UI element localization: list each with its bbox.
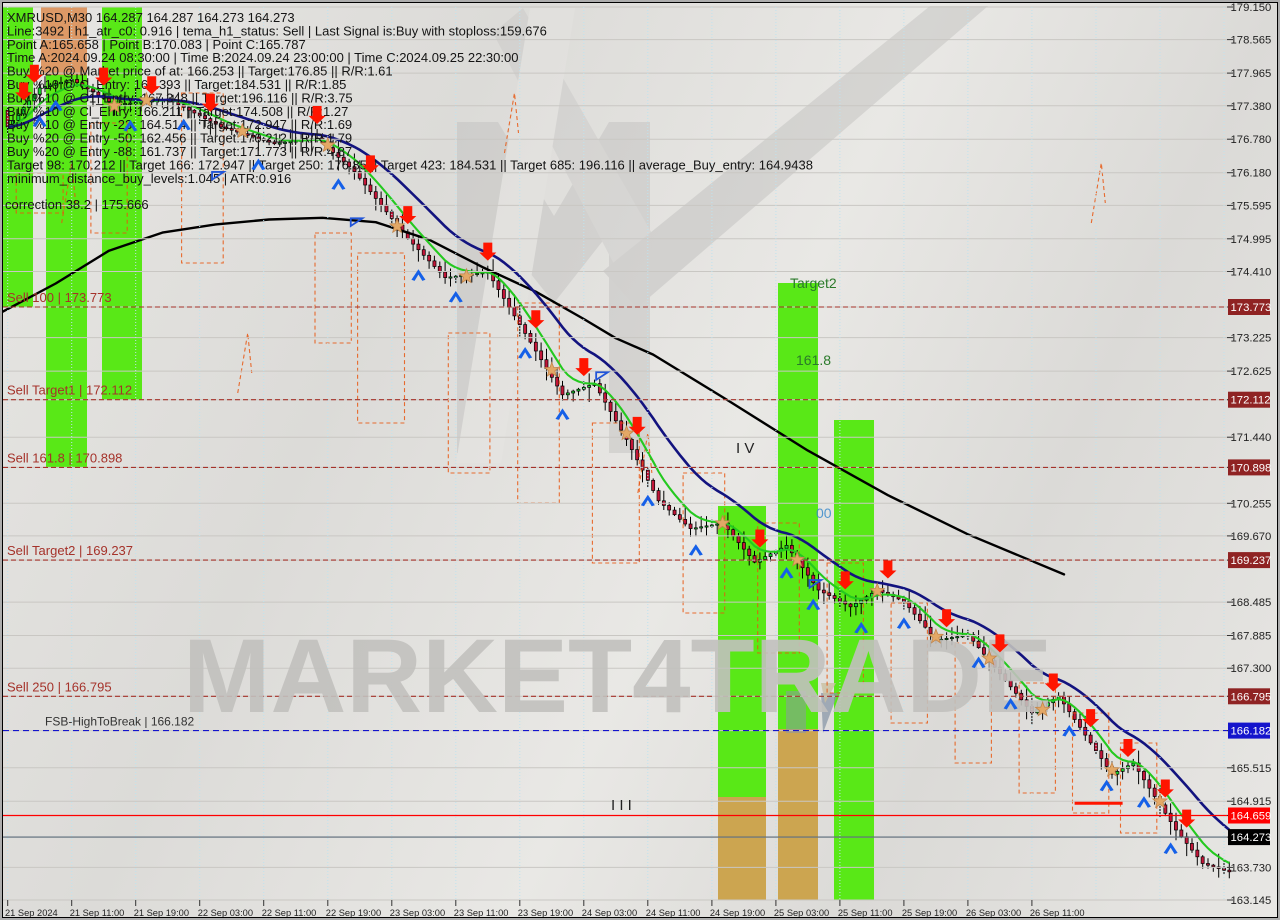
svg-text:174.995: 174.995	[1231, 234, 1272, 246]
svg-text:170.898: 170.898	[1231, 462, 1272, 474]
svg-text:173.225: 173.225	[1231, 333, 1272, 345]
svg-text:Sell Target1 | 172.112: Sell Target1 | 172.112	[7, 383, 132, 398]
svg-text:164.915: 164.915	[1231, 796, 1272, 808]
svg-text:correction 38.2 | 175.666: correction 38.2 | 175.666	[5, 197, 149, 212]
svg-text:22 Sep 11:00: 22 Sep 11:00	[262, 908, 317, 918]
svg-text:I I I: I I I	[611, 797, 632, 814]
svg-text:25 Sep 11:00: 25 Sep 11:00	[838, 908, 893, 918]
svg-text:169.670: 169.670	[1231, 531, 1272, 543]
svg-text:24 Sep 03:00: 24 Sep 03:00	[582, 908, 637, 918]
svg-text:21 Sep 2024: 21 Sep 2024	[5, 908, 58, 918]
svg-text:171.440: 171.440	[1231, 432, 1272, 444]
svg-text:170.255: 170.255	[1231, 498, 1272, 510]
svg-text:174.410: 174.410	[1231, 267, 1272, 279]
svg-text:166.795: 166.795	[1231, 691, 1272, 703]
svg-text:177.380: 177.380	[1231, 101, 1272, 113]
svg-text:22 Sep 19:00: 22 Sep 19:00	[326, 908, 381, 918]
svg-text:176.780: 176.780	[1231, 134, 1272, 146]
svg-text:24 Sep 19:00: 24 Sep 19:00	[710, 908, 765, 918]
svg-text:161.8: 161.8	[796, 352, 831, 368]
svg-text:23 Sep 11:00: 23 Sep 11:00	[454, 908, 509, 918]
svg-text:00: 00	[816, 505, 832, 521]
svg-text:22 Sep 03:00: 22 Sep 03:00	[198, 908, 253, 918]
svg-text:Target2: Target2	[790, 275, 837, 291]
svg-text:23 Sep 03:00: 23 Sep 03:00	[390, 908, 445, 918]
svg-text:21 Sep 11:00: 21 Sep 11:00	[70, 908, 125, 918]
svg-text:Sell 250 | 166.795: Sell 250 | 166.795	[7, 679, 112, 694]
svg-text:163.730: 163.730	[1231, 862, 1272, 874]
svg-text:165.515: 165.515	[1231, 763, 1272, 775]
svg-text:163.145: 163.145	[1231, 895, 1272, 907]
svg-text:24 Sep 11:00: 24 Sep 11:00	[646, 908, 701, 918]
svg-text:Sell 161.8 | 170.898: Sell 161.8 | 170.898	[7, 450, 122, 465]
svg-text:172.625: 172.625	[1231, 366, 1272, 378]
svg-text:164.659: 164.659	[1231, 811, 1272, 823]
svg-text:172.112: 172.112	[1231, 395, 1271, 407]
svg-text:FSB-HighToBreak | 166.182: FSB-HighToBreak | 166.182	[45, 715, 195, 729]
svg-text:Sell Target2 | 169.237: Sell Target2 | 169.237	[7, 543, 133, 558]
svg-text:Sell 100 | 173.773: Sell 100 | 173.773	[7, 290, 112, 305]
svg-text:178.565: 178.565	[1231, 35, 1272, 47]
svg-text:25 Sep 03:00: 25 Sep 03:00	[774, 908, 829, 918]
svg-text:164.273: 164.273	[1231, 832, 1272, 844]
svg-text:176.180: 176.180	[1231, 168, 1272, 180]
svg-text:25 Sep 19:00: 25 Sep 19:00	[902, 908, 957, 918]
svg-text:167.300: 167.300	[1231, 663, 1272, 675]
svg-text:169.237: 169.237	[1231, 555, 1272, 567]
svg-text:21 Sep 19:00: 21 Sep 19:00	[134, 908, 189, 918]
svg-text:166.182: 166.182	[1231, 726, 1272, 738]
svg-text:177.965: 177.965	[1231, 68, 1272, 80]
svg-text:26 Sep 11:00: 26 Sep 11:00	[1030, 908, 1085, 918]
svg-text:173.773: 173.773	[1231, 302, 1272, 314]
svg-text:MARKET4TRADE: MARKET4TRADE	[183, 618, 1052, 735]
svg-text:175.595: 175.595	[1231, 200, 1272, 212]
svg-text:minimum_distance_buy_levels:1.: minimum_distance_buy_levels:1.045 | ATR:…	[7, 171, 291, 186]
svg-text:23 Sep 19:00: 23 Sep 19:00	[518, 908, 573, 918]
svg-text:168.485: 168.485	[1231, 597, 1272, 609]
svg-text:167.885: 167.885	[1231, 631, 1272, 643]
svg-text:26 Sep 03:00: 26 Sep 03:00	[966, 908, 1021, 918]
svg-text:I V: I V	[736, 440, 754, 457]
svg-text:179.150: 179.150	[1231, 3, 1272, 14]
